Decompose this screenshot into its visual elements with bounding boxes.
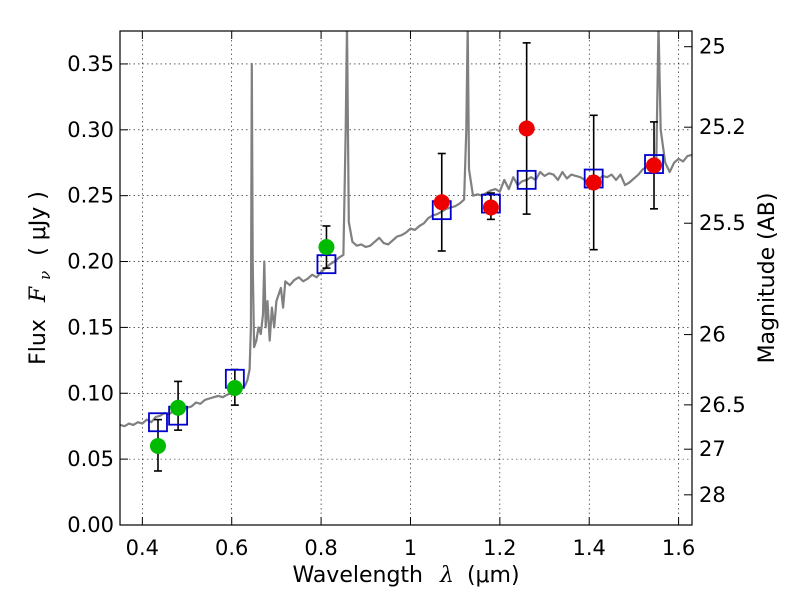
model-square <box>316 254 337 275</box>
plot-frame <box>119 30 693 526</box>
y2-tick-label: 27 <box>699 437 726 461</box>
x-axis-label-prefix: Wavelength <box>292 563 423 588</box>
x-tick-label: 1.6 <box>662 536 695 560</box>
y2-tick-label: 25 <box>699 35 726 59</box>
photometry-points <box>149 120 663 454</box>
y-axis-label: Flux F ν ( μJy ) <box>26 191 56 365</box>
x-axis-label-symbol: λ <box>439 563 454 588</box>
y-tick-label: 0.00 <box>67 513 114 537</box>
y-tick-label: 0.10 <box>67 381 114 405</box>
grid-lines <box>120 31 692 525</box>
nir-point <box>518 120 535 137</box>
y-tick-label: 0.35 <box>67 52 114 76</box>
y-tick-label: 0.30 <box>67 118 114 142</box>
model-square <box>516 169 537 190</box>
optical-point <box>318 239 335 256</box>
x-tick-label: 0.4 <box>126 536 159 560</box>
y-tick-label: 0.20 <box>67 250 114 274</box>
y2-tick-label: 26.5 <box>699 393 746 417</box>
optical-point <box>170 399 187 416</box>
y2-tick-label: 28 <box>699 483 726 507</box>
y2-tick-label: 26 <box>699 323 726 347</box>
y2-axis-label: Magnitude (AB) <box>755 193 780 364</box>
nir-point <box>482 199 499 216</box>
y-axis-label-subscript: ν <box>36 271 54 280</box>
x-tick-labels: 0.4 0.6 0.8 1 1.2 1.4 1.6 <box>126 536 696 560</box>
x-axis-label-unit: (μm) <box>467 563 520 588</box>
x-tick-label: 1 <box>404 536 417 560</box>
magnitude-tick-labels: 25 25.2 25.5 26 26.5 27 28 <box>699 35 746 507</box>
optical-point <box>226 379 243 396</box>
nir-point <box>646 157 663 174</box>
y-axis-label-unit: ( μJy ) <box>26 191 51 256</box>
x-tick-label: 0.8 <box>304 536 337 560</box>
y-axis-label-symbol: F <box>26 286 51 303</box>
nir-point <box>585 174 602 191</box>
model-square <box>148 412 168 433</box>
x-tick-label: 1.4 <box>573 536 606 560</box>
y2-tick-label: 25.2 <box>699 115 746 139</box>
x-tick-label: 0.6 <box>215 536 248 560</box>
y-tick-label: 0.25 <box>67 184 114 208</box>
optical-point <box>149 437 166 454</box>
y-tick-label: 0.05 <box>67 447 114 471</box>
x-tick-label: 1.2 <box>483 536 516 560</box>
y2-tick-label: 25.5 <box>699 211 746 235</box>
axis-ticks <box>120 31 692 526</box>
y-tick-labels: 0.00 0.05 0.10 0.15 0.20 0.25 0.30 0.35 <box>67 52 114 537</box>
y-tick-label: 0.15 <box>67 315 114 339</box>
nir-point <box>433 194 450 211</box>
x-axis-label: Wavelength λ (μm) <box>292 563 519 588</box>
y-axis-label-prefix: Flux <box>26 319 51 365</box>
